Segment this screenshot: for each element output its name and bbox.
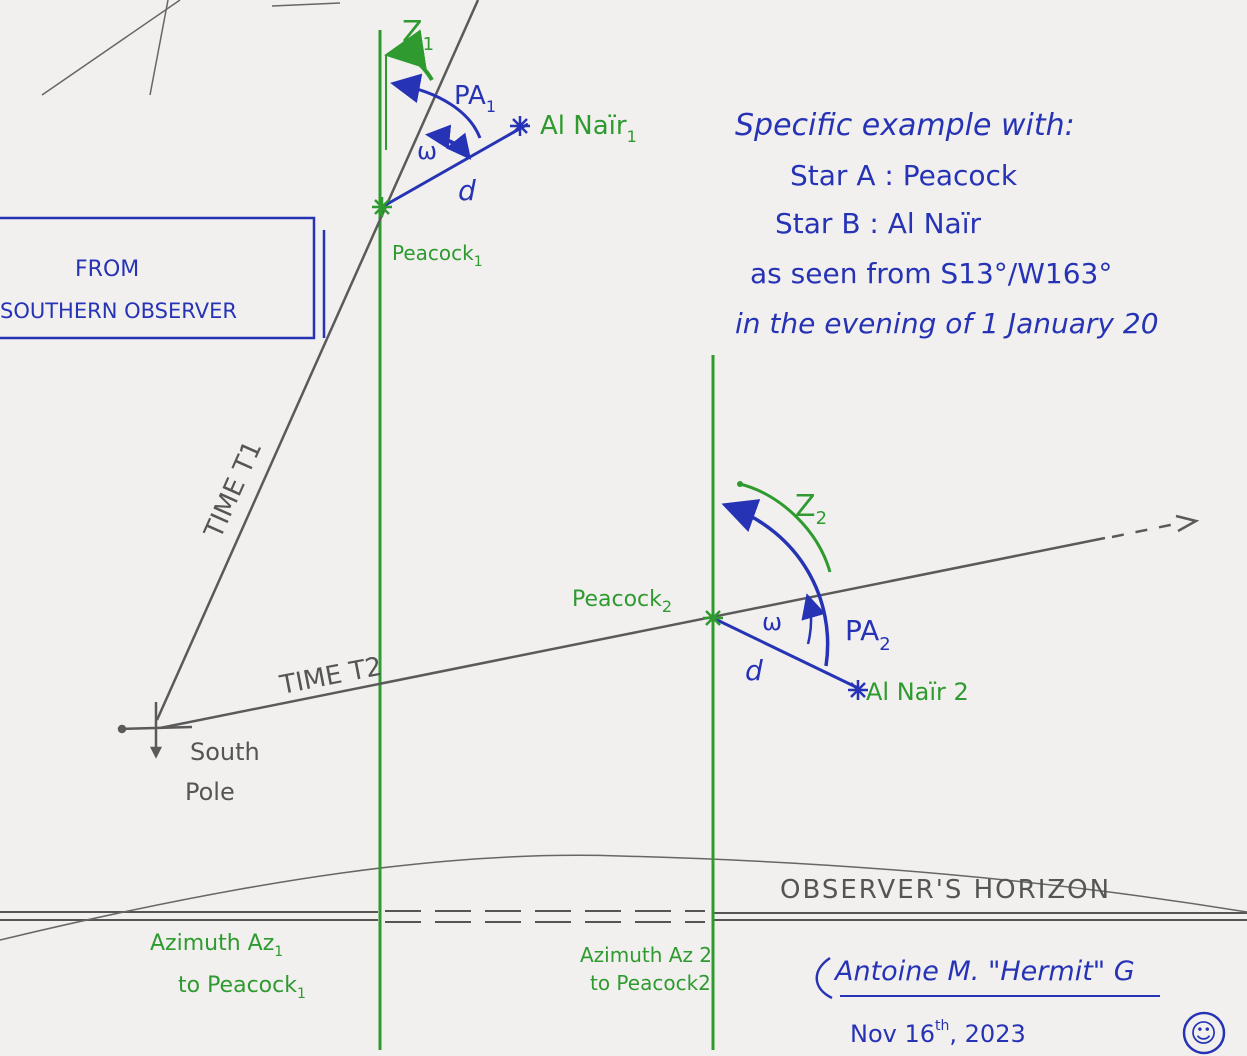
- signature-bracket: [815, 956, 833, 1000]
- horizon-label: OBSERVER'S HORIZON: [780, 875, 1111, 905]
- peacock-1-label: Peacock1: [392, 241, 483, 270]
- zenith-2-arc: [739, 482, 832, 573]
- time-t2-line: [159, 536, 1106, 730]
- peacock-2-star: [703, 608, 723, 628]
- example-line-4: as seen from S13°/W163°: [750, 257, 1112, 290]
- signature-date: Nov 16th, 2023: [850, 1018, 1026, 1048]
- d-1-label: d: [458, 174, 476, 207]
- pa-2-label: PA2: [845, 614, 891, 655]
- smiley-icon: [1182, 1011, 1226, 1055]
- observer-box: [0, 216, 316, 340]
- signature-name: Antoine M. "Hermit" G: [833, 956, 1135, 987]
- time-t1-label: TIME T1: [199, 436, 269, 543]
- distance-line-2: [712, 616, 859, 690]
- example-line-2: Star A : Peacock: [790, 159, 1018, 192]
- peacock-2-label: Peacock2: [572, 587, 672, 616]
- pa-1-label: PA1: [454, 81, 496, 116]
- south-pole-line-1: South: [190, 738, 260, 766]
- horizon-curve: [0, 854, 1247, 941]
- azimuth-1-line-1: Azimuth Az1: [150, 931, 283, 960]
- zenith-1-arc: [384, 29, 434, 82]
- pa-1-arc: [390, 73, 482, 139]
- azimuth-2-line-1: Azimuth Az 2: [580, 943, 712, 967]
- horizon-line: [0, 910, 1247, 923]
- omega-2-arc: [801, 593, 826, 645]
- alnair-2-label: Al Naïr 2: [866, 678, 969, 706]
- alnair-1-star: [510, 116, 530, 136]
- time-t2-dashed-extension: [1111, 522, 1176, 539]
- zenith-1-label: Z1: [402, 15, 434, 55]
- omega-1-arc-back: [425, 124, 467, 152]
- stray-pencil-lines: [41, 0, 341, 96]
- zenith-2-label: Z2: [795, 489, 827, 529]
- box-line-1: FROM: [75, 257, 139, 282]
- omega-1-label: ω: [417, 137, 437, 165]
- example-line-3: Star B : Al Naïr: [775, 207, 981, 240]
- pa-2-arc: [721, 499, 830, 667]
- example-line-1: Specific example with:: [735, 108, 1075, 143]
- d-2-label: d: [745, 654, 763, 687]
- alnair-2-star: [848, 680, 868, 700]
- example-line-5: in the evening of 1 January 20: [735, 307, 1159, 340]
- alnair-1-label: Al Naïr1: [540, 111, 637, 146]
- time-t2-arrowhead: [1175, 514, 1200, 533]
- time-t1-line: [155, 0, 480, 721]
- south-pole-marker: [117, 702, 193, 759]
- azimuth-2-line-2: to Peacock2: [590, 971, 711, 995]
- box-line-2: SOUTHERN OBSERVER: [0, 299, 237, 323]
- peacock-1-star: [372, 197, 392, 217]
- azimuth-1-line-2: to Peacock1: [178, 973, 306, 1002]
- smiley-glyph: ☺: [1190, 1019, 1217, 1049]
- omega-2-label: ω: [762, 608, 782, 636]
- distance-line-1: [381, 122, 529, 209]
- south-pole-line-2: Pole: [185, 778, 235, 806]
- zenith-2-arc-end: [737, 481, 743, 487]
